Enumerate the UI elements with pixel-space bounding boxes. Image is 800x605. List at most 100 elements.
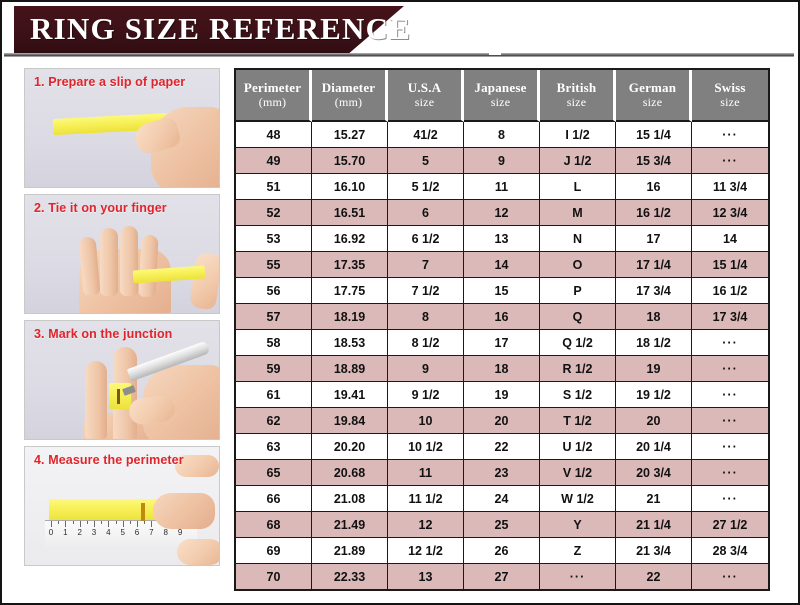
table-row[interactable]: 65 20.68 11 23 V 1/2 20 3/4 ··· [236,460,768,486]
cell-british: I 1/2 [540,122,616,148]
table-row[interactable]: 57 18.19 8 16 Q 18 17 3/4 [236,304,768,330]
cell-german: 20 3/4 [616,460,692,486]
table-header-row: Perimeter (mm) Diameter (mm) U.S.A size Japane… [236,70,768,122]
column-header-german[interactable]: German size [616,70,692,122]
cell-german: 16 1/2 [616,200,692,226]
cell-perimeter: 51 [236,174,312,200]
column-header-title: Perimeter [243,80,302,95]
table-row[interactable]: 59 18.89 9 18 R 1/2 19 ··· [236,356,768,382]
column-header-perimeter[interactable]: Perimeter (mm) [236,70,312,122]
cell-japanese: 11 [464,174,540,200]
cell-german: 16 [616,174,692,200]
cell-swiss: ··· [692,564,768,589]
cell-swiss: ··· [692,486,768,512]
cell-swiss: ··· [692,460,768,486]
cell-german: 15 1/4 [616,122,692,148]
cell-german: 22 [616,564,692,589]
cell-swiss: 28 3/4 [692,538,768,564]
table-row[interactable]: 56 17.75 7 1/2 15 P 17 3/4 16 1/2 [236,278,768,304]
cell-swiss: ··· [692,148,768,174]
cell-u-s-a: 10 [388,408,464,434]
table-row[interactable]: 68 21.49 12 25 Y 21 1/4 27 1/2 [236,512,768,538]
cell-u-s-a: 7 1/2 [388,278,464,304]
cell-swiss: ··· [692,434,768,460]
column-header-japanese[interactable]: Japanese size [464,70,540,122]
cell-diameter: 18.19 [312,304,388,330]
step-2-photo: 2. Tie it on your finger [25,195,219,313]
table-row[interactable]: 63 20.20 10 1/2 22 U 1/2 20 1/4 ··· [236,434,768,460]
column-header-u-s-a[interactable]: U.S.A size [388,70,464,122]
cell-diameter: 16.92 [312,226,388,252]
cell-japanese: 18 [464,356,540,382]
cell-swiss: 15 1/4 [692,252,768,278]
cell-german: 18 1/2 [616,330,692,356]
ruler-tick [151,521,153,527]
table-row[interactable]: 66 21.08 11 1/2 24 W 1/2 21 ··· [236,486,768,512]
table-row[interactable]: 48 15.27 41/2 8 I 1/2 15 1/4 ··· [236,122,768,148]
cell-japanese: 27 [464,564,540,589]
cell-japanese: 12 [464,200,540,226]
cell-british: N [540,226,616,252]
cell-perimeter: 70 [236,564,312,589]
cell-u-s-a: 12 [388,512,464,538]
column-header-swiss[interactable]: Swiss size [692,70,768,122]
ruler-tick [137,521,139,527]
ruler-number: 8 [163,528,168,537]
cell-japanese: 15 [464,278,540,304]
table-row[interactable]: 61 19.41 9 1/2 19 S 1/2 19 1/2 ··· [236,382,768,408]
fingertip-shape-bottom [177,539,219,565]
step-3: 3. Mark on the junction [24,320,220,440]
finger-shape-1 [85,361,107,439]
table-row[interactable]: 51 16.10 5 1/2 11 L 16 11 3/4 [236,174,768,200]
table-row[interactable]: 49 15.70 5 9 J 1/2 15 3/4 ··· [236,148,768,174]
ruler-number: 1 [63,528,68,537]
ruler-tick [94,521,96,527]
cell-japanese: 26 [464,538,540,564]
table-row[interactable]: 55 17.35 7 14 O 17 1/4 15 1/4 [236,252,768,278]
cell-british: R 1/2 [540,356,616,382]
cell-british: V 1/2 [540,460,616,486]
cell-u-s-a: 41/2 [388,122,464,148]
table-row[interactable]: 69 21.89 12 1/2 26 Z 21 3/4 28 3/4 [236,538,768,564]
finger-shape-3 [120,226,138,296]
banner-divider-rule [4,53,794,57]
cell-diameter: 20.68 [312,460,388,486]
finger-shape-1 [78,236,101,296]
cell-british: Y [540,512,616,538]
cell-u-s-a: 12 1/2 [388,538,464,564]
cell-british: P [540,278,616,304]
column-header-diameter[interactable]: Diameter (mm) [312,70,388,122]
cell-japanese: 16 [464,304,540,330]
cell-japanese: 24 [464,486,540,512]
table-row[interactable]: 58 18.53 8 1/2 17 Q 1/2 18 1/2 ··· [236,330,768,356]
cell-british: J 1/2 [540,148,616,174]
table-header: Perimeter (mm) Diameter (mm) U.S.A size Japane… [236,70,768,122]
pen-mark [117,389,120,404]
column-header-unit: size [642,94,663,109]
cell-diameter: 19.41 [312,382,388,408]
cell-perimeter: 69 [236,538,312,564]
column-header-british[interactable]: British size [540,70,616,122]
thumb-shape [189,251,219,311]
ruler-tick-minor [115,521,117,524]
cell-british: U 1/2 [540,434,616,460]
cell-u-s-a: 6 1/2 [388,226,464,252]
ruler-tick [51,521,52,527]
cell-swiss: 16 1/2 [692,278,768,304]
finger-shape-4 [138,234,159,298]
table-row[interactable]: 53 16.92 6 1/2 13 N 17 14 [236,226,768,252]
cell-u-s-a: 13 [388,564,464,589]
finger-shape [153,493,215,529]
table-row[interactable]: 70 22.33 13 27 ··· 22 ··· [236,564,768,589]
cell-perimeter: 57 [236,304,312,330]
column-header-unit: size [414,94,435,109]
cell-japanese: 25 [464,512,540,538]
ruler-tick-minor [58,521,60,524]
cell-british: T 1/2 [540,408,616,434]
cell-perimeter: 53 [236,226,312,252]
ruler-number: 5 [120,528,125,537]
cell-german: 21 1/4 [616,512,692,538]
table-row[interactable]: 62 19.84 10 20 T 1/2 20 ··· [236,408,768,434]
table-row[interactable]: 52 16.51 6 12 M 16 1/2 12 3/4 [236,200,768,226]
